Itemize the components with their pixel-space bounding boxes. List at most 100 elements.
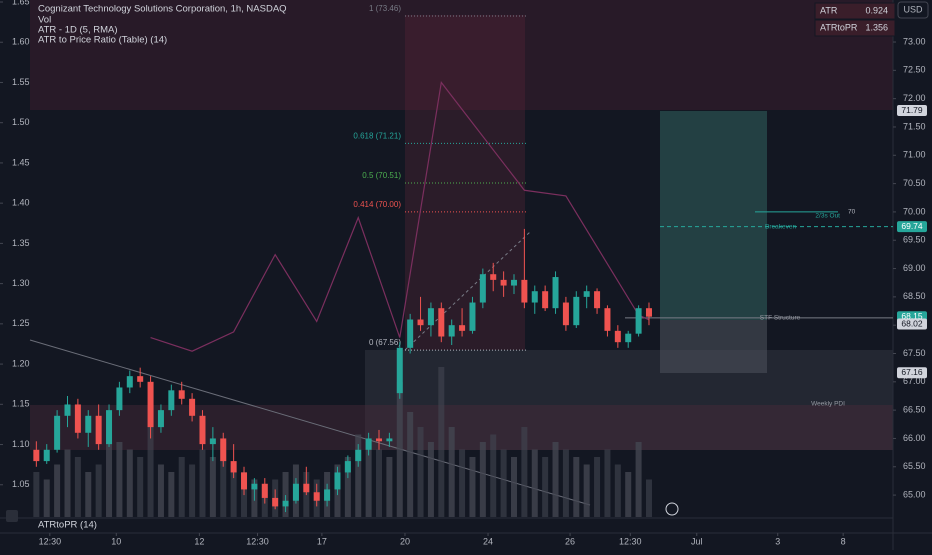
table-name: ATR <box>820 5 838 15</box>
volume-bar <box>376 449 383 517</box>
price-tag <box>897 105 927 117</box>
annotation-label: Weekly PDI <box>811 400 845 407</box>
candle-body <box>64 404 71 416</box>
y-tick-label: 65.00 <box>903 489 926 499</box>
candle-body <box>33 449 40 462</box>
y-tick-label: 70.50 <box>903 178 926 188</box>
candle-body <box>261 483 268 498</box>
volume-bar <box>137 457 144 517</box>
volume-bar <box>542 457 549 517</box>
target-box <box>660 111 767 320</box>
y2-tick-label: 1.50 <box>12 117 30 127</box>
candle-body <box>355 449 362 462</box>
candle-body <box>635 308 642 334</box>
table-cell <box>814 2 896 20</box>
volume-bar <box>645 479 652 517</box>
candle-body <box>510 279 517 286</box>
x-tick-label: 12:30 <box>39 536 62 546</box>
volume-bar <box>438 367 445 517</box>
trendline <box>29 339 591 506</box>
y2-tick-label: 1.30 <box>12 278 30 288</box>
y-tick-label: 72.50 <box>903 65 926 75</box>
y2-tick-label: 1.25 <box>12 318 30 328</box>
currency-box <box>897 1 929 19</box>
candle-body <box>625 333 632 343</box>
volume-bar <box>583 464 590 517</box>
candle-body <box>137 376 144 382</box>
volume-bar <box>85 472 92 517</box>
indicator: ATR to Price Ratio (Table) (14) <box>38 35 167 46</box>
y2-tick-label: 1.20 <box>12 358 30 368</box>
x-tick-label: 20 <box>400 536 410 546</box>
price-tag <box>897 318 927 330</box>
y-tick-label: 73.00 <box>903 36 926 46</box>
candle-body <box>594 291 601 309</box>
volume-bar <box>282 472 289 517</box>
volume-bar <box>407 412 414 517</box>
candle-body <box>230 461 237 473</box>
volume-bar <box>427 442 434 517</box>
candle-body <box>386 438 393 442</box>
volume-bar <box>189 464 196 517</box>
x-tick-label: 10 <box>111 536 121 546</box>
price-tag-label: 71.79 <box>901 105 923 115</box>
candle-body <box>241 472 248 490</box>
candle-body <box>407 319 414 348</box>
y2-tick-label: 1.45 <box>12 157 30 167</box>
fib-label: 0.5 (70.51) <box>362 171 401 180</box>
y2-tick-label: 1.05 <box>12 479 30 489</box>
candle-body <box>552 277 559 309</box>
candle-body <box>157 410 164 428</box>
x-tick-label: 17 <box>317 536 327 546</box>
table-cell <box>814 19 896 37</box>
target-label: 70 <box>848 209 856 216</box>
volume-bar <box>635 442 642 517</box>
candle-body <box>324 489 331 501</box>
candle-body <box>344 461 351 473</box>
x-tick-label: 12 <box>194 536 204 546</box>
currency: USD <box>903 4 923 14</box>
volume-bar <box>230 464 237 517</box>
volume-bar <box>64 449 71 517</box>
volume-bar <box>448 427 455 517</box>
volume-bar <box>344 457 351 517</box>
candle-body <box>334 472 341 490</box>
trend-dashed <box>404 231 531 351</box>
candle-body <box>459 325 466 331</box>
pdi-zone <box>30 405 893 450</box>
volume-bar <box>54 464 61 517</box>
y-tick-label: 68.50 <box>903 291 926 301</box>
table-value: 0.924 <box>865 5 888 15</box>
y-tick-label: 66.00 <box>903 433 926 443</box>
fib-label: 0.618 (71.21) <box>353 131 401 140</box>
icon <box>665 502 679 516</box>
indicator: Vol <box>38 15 51 26</box>
y2-tick-label: 1.35 <box>12 238 30 248</box>
candle-body <box>469 302 476 331</box>
volume-bar <box>490 434 497 517</box>
fib-label: 0 (67.56) <box>369 338 401 347</box>
x-tick-label: Jul <box>691 536 703 546</box>
atr-line <box>150 80 650 352</box>
x-tick-label: 24 <box>483 536 493 546</box>
candle-body <box>209 438 216 445</box>
volume-bar <box>459 449 466 517</box>
y-tick-label: 65.50 <box>903 461 926 471</box>
y-tick-label: 70.00 <box>903 206 926 216</box>
volume-bar <box>74 457 81 517</box>
candle-body <box>189 398 196 416</box>
table-name: ATRtoPR <box>820 22 858 32</box>
candle-body <box>199 415 206 445</box>
y-tick-label: 69.00 <box>903 263 926 273</box>
candle-body <box>54 415 61 450</box>
volume-bar <box>95 464 102 517</box>
y-tick-label: 71.50 <box>903 121 926 131</box>
y-tick-label: 72.00 <box>903 93 926 103</box>
y2-tick-label: 1.65 <box>12 0 30 6</box>
table-value: 1.356 <box>865 22 888 32</box>
volume-bar <box>417 427 424 517</box>
price-tag <box>897 221 927 233</box>
fib-label: 1 (73.46) <box>369 4 401 13</box>
x-tick-label: 3 <box>775 536 780 546</box>
